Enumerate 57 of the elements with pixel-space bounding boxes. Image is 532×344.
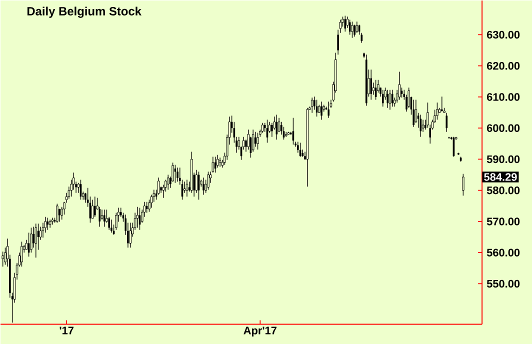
candlestick [94,196,96,218]
candlestick [297,141,299,153]
candlestick [386,89,389,108]
candlestick [91,199,94,219]
y-tick-label: 570.00 [486,218,520,226]
candlestick [320,101,322,120]
text: 584.29 [484,173,517,181]
candlestick [202,177,204,195]
candlestick [412,99,414,128]
candlestick [256,132,259,150]
candlestick [436,102,438,120]
y-tick-label: 600.00 [486,124,520,132]
candlestick [382,89,384,107]
candlestick [344,15,346,32]
candlestick [58,208,60,222]
candlestick [103,209,106,228]
candlestick [218,157,222,167]
candlestick [388,89,392,110]
candlestick [310,97,314,114]
candlestick [84,192,86,204]
candlestick [176,167,178,182]
candlestick [146,201,148,214]
candlestick [354,24,356,37]
candlestick [34,223,38,258]
candlestick [129,222,132,248]
x-tick-label: '17 [60,326,74,334]
candlestick [183,181,186,194]
candlestick [370,69,372,100]
candlestick [441,96,443,112]
candlestick [446,112,448,132]
y-tick-label: 620.00 [486,62,520,70]
x-tick-label: Apr'17 [244,326,276,336]
y-tick-label: 550.00 [486,280,520,288]
candlestick [351,21,354,38]
y-tick-label: 610.00 [486,93,520,101]
candlestick [98,206,101,228]
candlestick [348,19,351,36]
candlestick [462,173,464,196]
candlestick [136,206,139,228]
y-tick-label: 580.00 [486,186,520,194]
candlestick [110,219,112,233]
candlestick [328,101,330,118]
candlestick [30,227,32,253]
y-tick-label: 630.00 [486,30,520,39]
y-tick-label: 590.00 [486,155,520,164]
candlestick [60,206,64,220]
candlestick [166,174,170,190]
candlestick [51,217,54,225]
chart-title: Daily Belgium Stock [27,6,142,18]
y-tick-label: 560.00 [486,248,520,256]
candlestick [162,184,165,198]
candlestick [261,122,264,134]
candlestick [356,21,358,34]
candlestick [20,241,23,267]
candlestick [56,203,58,223]
candlestick [398,71,401,100]
candlestick [207,171,210,190]
